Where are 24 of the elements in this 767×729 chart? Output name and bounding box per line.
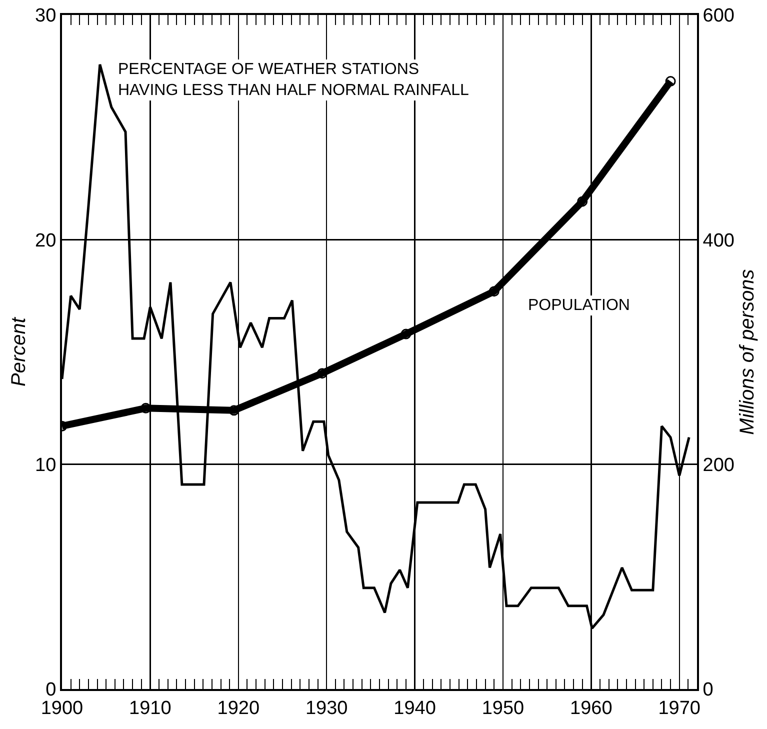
y-axis-title: Percent [8, 316, 30, 386]
series-label: PERCENTAGE OF WEATHER STATIONS HAVING LESS THAN HALF NORMAL RAINFALL [118, 61, 470, 99]
y2-axis-title: Millions of persons [736, 269, 759, 435]
point [665, 76, 676, 87]
y2-tick-label: 0 [702, 680, 714, 701]
x-tick-label: 1920 [217, 698, 260, 719]
x-tick-label: 1960 [570, 698, 612, 719]
x-tick-label: 1950 [482, 698, 524, 719]
x-tick-label: 1910 [129, 698, 172, 719]
y-tick-label: 10 [35, 454, 56, 476]
point [488, 286, 500, 297]
y-tick-label: 20 [35, 230, 56, 252]
x-tick-label: 1930 [305, 698, 348, 719]
series-label: POPULATION [528, 297, 630, 314]
point [316, 368, 328, 379]
y2-tick-label: 400 [702, 230, 735, 252]
point [577, 196, 588, 207]
point [228, 405, 240, 416]
x-tick-label: 1970 [658, 698, 700, 719]
y-tick-label: 30 [35, 6, 56, 27]
y2-tick-label: 200 [702, 454, 735, 476]
x-tick-label: 1940 [394, 698, 436, 719]
y2-tick-label: 600 [702, 6, 735, 27]
point [400, 328, 412, 340]
